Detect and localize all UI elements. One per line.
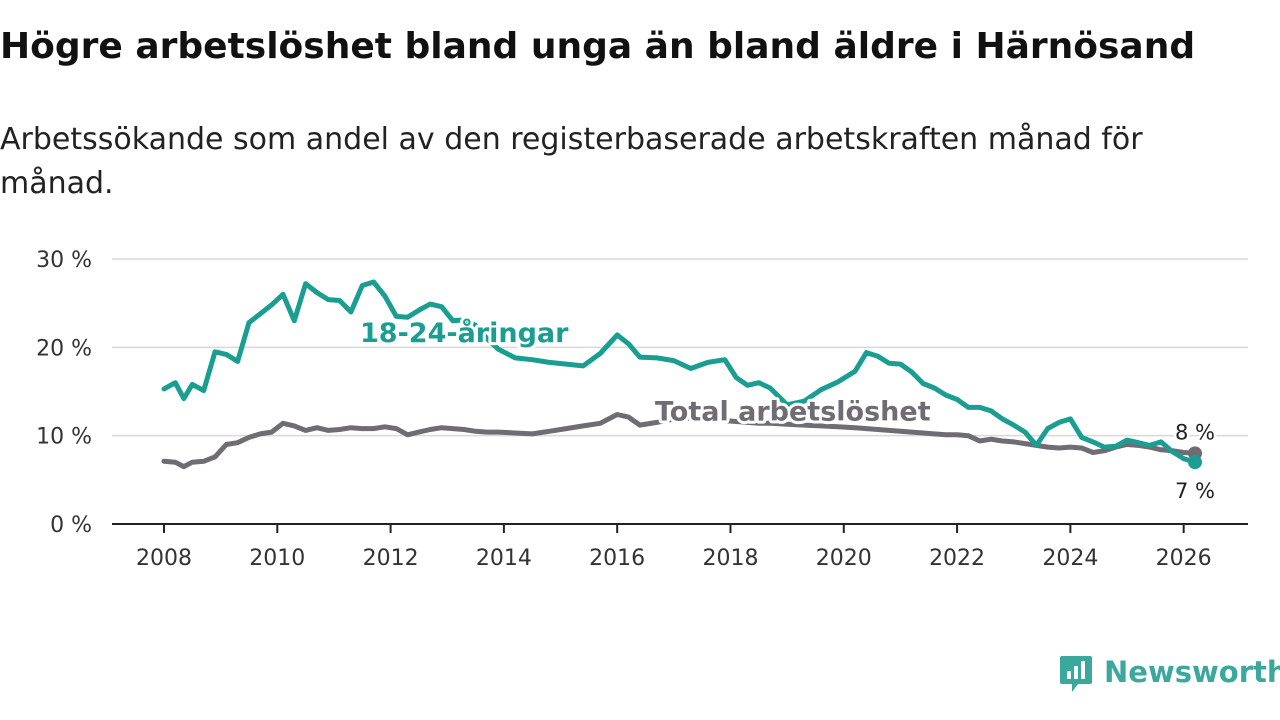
chart-title: Högre arbetslöshet bland unga än bland ä… xyxy=(0,26,1196,67)
newsworthy-logo: Newsworthy xyxy=(1058,654,1280,694)
x-tick-label: 2018 xyxy=(702,546,758,571)
x-tick-label: 2010 xyxy=(249,546,305,571)
end-label-youth: 7 % xyxy=(1175,479,1215,503)
x-tick-label: 2022 xyxy=(929,546,985,571)
x-tick-label: 2016 xyxy=(589,546,645,571)
y-tick-label: 10 % xyxy=(36,425,92,450)
x-tick-label: 2026 xyxy=(1156,546,1212,571)
y-tick-label: 20 % xyxy=(36,336,92,361)
y-tick-label: 30 % xyxy=(36,248,92,273)
axes: 0 % 10 % 20 % 30 % 2008 2010 2012 2014 2016 2018 2… xyxy=(36,248,1248,571)
data-labels: 18-24-åringar Total arbetslöshet 8 % 7 % xyxy=(357,314,1217,506)
x-tick-label: 2012 xyxy=(363,546,419,571)
end-label-total: 8 % xyxy=(1175,420,1215,444)
series-label-total: Total arbetslöshet xyxy=(655,397,931,428)
x-tick-label: 2014 xyxy=(476,546,532,571)
series-line-youth xyxy=(161,279,1198,465)
x-tick-label: 2024 xyxy=(1042,546,1098,571)
chart-subtitle: Arbetssökande som andel av den registerb… xyxy=(0,122,1143,201)
y-tick-label: 0 % xyxy=(50,513,92,538)
grid-lines xyxy=(112,258,1248,437)
end-point-youth xyxy=(1188,455,1202,470)
brand-name: Newsworthy xyxy=(1104,655,1280,689)
newsworthy-logo-icon xyxy=(1060,656,1092,692)
series-lines xyxy=(161,279,1202,470)
x-tick-label: 2008 xyxy=(136,546,192,571)
x-tick-label: 2020 xyxy=(816,546,872,571)
series-label-youth: 18-24-åringar xyxy=(360,317,569,349)
